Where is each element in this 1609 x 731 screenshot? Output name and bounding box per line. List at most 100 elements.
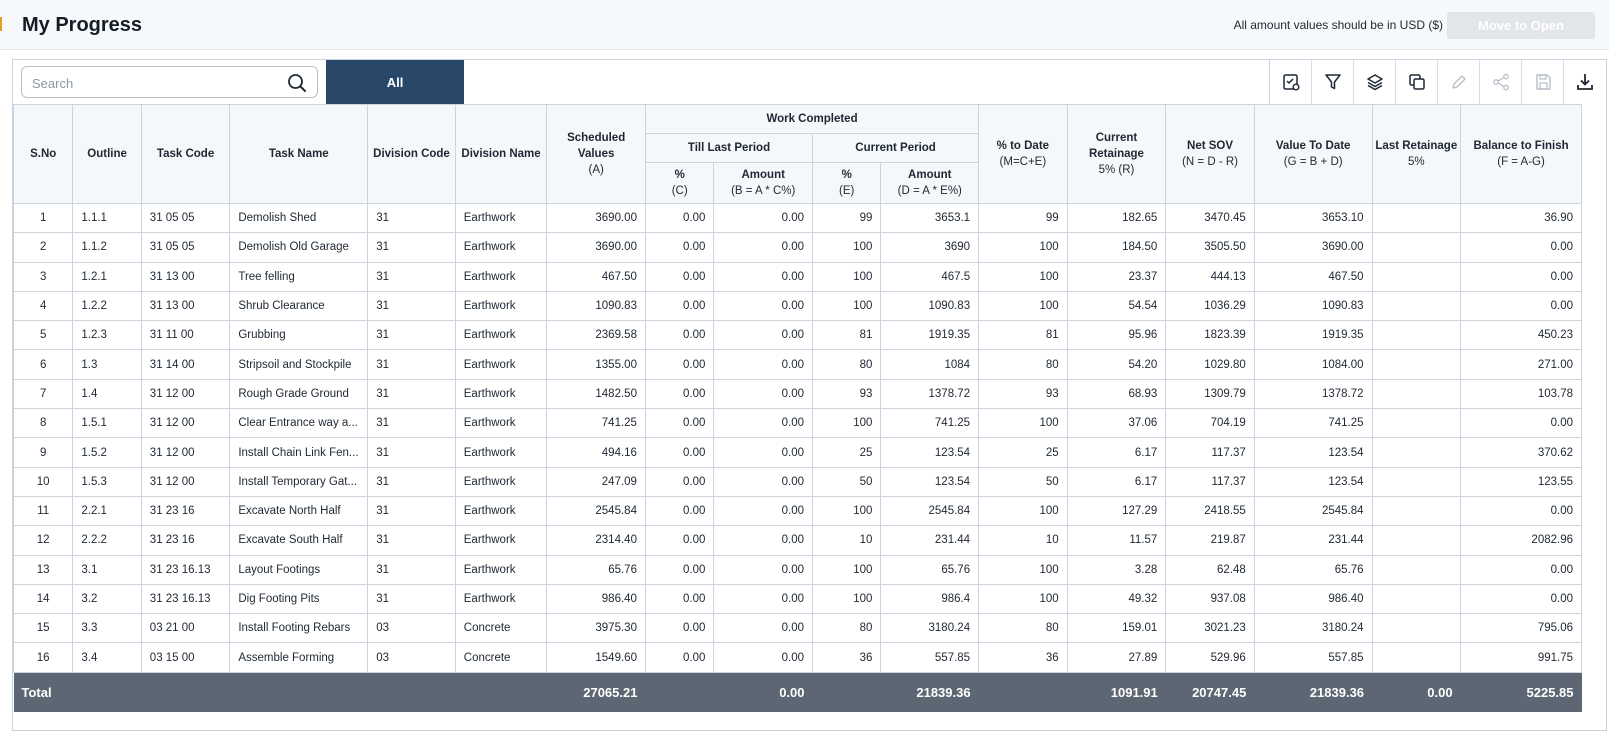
cell-tlp-pct[interactable]: 0.00 [644, 290, 715, 322]
cell-tlp-amount[interactable]: 0.00 [713, 320, 814, 351]
cell-cp-pct[interactable]: 100 [812, 290, 882, 322]
col-tlp-pct[interactable]: % (C) [644, 162, 715, 204]
col-cp-pct[interactable]: % (E) [812, 162, 882, 204]
search-icon[interactable] [287, 73, 307, 93]
edit-button[interactable] [1438, 60, 1480, 104]
cell-cp-pct[interactable]: 100 [812, 495, 882, 527]
table-row[interactable]: 2 1.1.2 31 05 05 Demolish Old Garage 31 Earth… [12, 232, 1582, 263]
cell-cp-pct[interactable]: 100 [812, 232, 882, 263]
cell-tlp-amount[interactable]: 0.00 [713, 437, 814, 468]
cell-cp-pct[interactable]: 36 [812, 642, 882, 673]
table-row[interactable]: 16 3.4 03 15 00 Assemble Forming 03 Concrete 1… [12, 642, 1582, 673]
cell-tlp-pct[interactable]: 0.00 [644, 378, 715, 410]
table-row[interactable]: 4 1.2.2 31 13 00 Shrub Clearance 31 Earthwork… [12, 290, 1582, 322]
cell-tlp-pct[interactable]: 0.00 [644, 232, 715, 263]
cell-cp-pct[interactable]: 10 [812, 525, 882, 556]
cell-tlp-amount[interactable]: 0.00 [713, 290, 814, 322]
cell-tlp-amount[interactable]: 0.00 [713, 525, 814, 556]
share-button[interactable] [1480, 60, 1522, 104]
cell-cp-pct[interactable]: 93 [812, 378, 882, 410]
table-row[interactable]: 7 1.4 31 12 00 Rough Grade Ground 31 Earthwor… [12, 378, 1582, 410]
table-row[interactable]: 11 2.2.1 31 23 16 Excavate North Half 31 Eart… [12, 495, 1582, 527]
col-value-to-date[interactable]: Value To Date (G = B + D) [1253, 104, 1373, 204]
cell-cp-pct[interactable]: 80 [812, 613, 882, 644]
cell-cp-pct[interactable]: 80 [812, 349, 882, 380]
download-button[interactable] [1564, 60, 1606, 104]
cell-tlp-amount[interactable]: 0.00 [713, 349, 814, 380]
cell-cp-amount[interactable]: 231.44 [880, 525, 980, 556]
col-scheduled-values[interactable]: Scheduled Values (A) [546, 104, 646, 204]
table-row[interactable]: 8 1.5.1 31 12 00 Clear Entrance way a... 31 E… [12, 408, 1582, 439]
cell-cp-amount[interactable]: 123.54 [880, 437, 980, 468]
move-to-open-button[interactable]: Move to Open [1447, 12, 1595, 39]
cell-tlp-amount[interactable]: 0.00 [713, 261, 814, 292]
col-current-retainage[interactable]: Current Retainage 5% (R) [1066, 104, 1167, 204]
col-division-name[interactable]: Division Name [454, 104, 548, 204]
cell-cp-amount[interactable]: 1919.35 [880, 320, 980, 351]
cell-cp-amount[interactable]: 2545.84 [880, 495, 980, 527]
cell-cp-amount[interactable]: 1378.72 [880, 378, 980, 410]
table-row[interactable]: 6 1.3 31 14 00 Stripsoil and Stockpile 31 Ear… [12, 349, 1582, 380]
cell-tlp-pct[interactable]: 0.00 [644, 437, 715, 468]
cell-cp-pct[interactable]: 99 [812, 202, 882, 234]
cell-cp-amount[interactable]: 3180.24 [880, 613, 980, 644]
cell-tlp-pct[interactable]: 0.00 [644, 202, 715, 234]
cell-cp-amount[interactable]: 741.25 [880, 408, 980, 439]
search-input[interactable] [32, 73, 272, 93]
table-row[interactable]: 5 1.2.3 31 11 00 Grubbing 31 Earthwork 2369.58… [12, 320, 1582, 351]
cell-cp-pct[interactable]: 50 [812, 466, 882, 497]
col-task-code[interactable]: Task Code [140, 104, 231, 204]
cell-tlp-amount[interactable]: 0.00 [713, 554, 814, 585]
cell-cp-amount[interactable]: 1084 [880, 349, 980, 380]
copy-button[interactable] [1396, 60, 1438, 104]
col-task-name[interactable]: Task Name [229, 104, 369, 204]
cell-tlp-amount[interactable]: 0.00 [713, 202, 814, 234]
tab-all[interactable]: All [326, 60, 464, 104]
table-row[interactable]: 13 3.1 31 23 16.13 Layout Footings 31 Earthwo… [12, 554, 1582, 585]
cell-tlp-pct[interactable]: 0.00 [644, 613, 715, 644]
col-sno[interactable]: S.No [12, 104, 74, 204]
col-pct-to-date[interactable]: % to Date (M=C+E) [978, 104, 1068, 204]
cell-tlp-amount[interactable]: 0.00 [713, 583, 814, 615]
table-row[interactable]: 14 3.2 31 23 16.13 Dig Footing Pits 31 Earthw… [12, 583, 1582, 615]
cell-cp-pct[interactable]: 100 [812, 408, 882, 439]
cell-tlp-pct[interactable]: 0.00 [644, 466, 715, 497]
cell-cp-amount[interactable]: 3690 [880, 232, 980, 263]
cell-tlp-pct[interactable]: 0.00 [644, 525, 715, 556]
cell-tlp-amount[interactable]: 0.00 [713, 495, 814, 527]
cell-cp-amount[interactable]: 3653.1 [880, 202, 980, 234]
cell-tlp-pct[interactable]: 0.00 [644, 320, 715, 351]
table-row[interactable]: 15 3.3 03 21 00 Install Footing Rebars 03 Con… [12, 613, 1582, 644]
cell-tlp-amount[interactable]: 0.00 [713, 232, 814, 263]
col-cp-amount[interactable]: Amount (D = A * E%) [880, 162, 980, 204]
cell-tlp-pct[interactable]: 0.00 [644, 642, 715, 673]
col-outline[interactable]: Outline [72, 104, 142, 204]
table-row[interactable]: 12 2.2.2 31 23 16 Excavate South Half 31 Eart… [12, 525, 1582, 556]
view-settings-button[interactable] [1270, 60, 1312, 104]
cell-tlp-amount[interactable]: 0.00 [713, 408, 814, 439]
col-net-sov[interactable]: Net SOV (N = D - R) [1165, 104, 1255, 204]
cell-cp-pct[interactable]: 25 [812, 437, 882, 468]
cell-tlp-pct[interactable]: 0.00 [644, 349, 715, 380]
col-division-code[interactable]: Division Code [367, 104, 456, 204]
table-row[interactable]: 10 1.5.3 31 12 00 Install Temporary Gat... 3… [12, 466, 1582, 497]
cell-tlp-amount[interactable]: 0.00 [713, 378, 814, 410]
cell-tlp-pct[interactable]: 0.00 [644, 408, 715, 439]
table-row[interactable]: 9 1.5.2 31 12 00 Install Chain Link Fen... 3… [12, 437, 1582, 468]
layers-button[interactable] [1354, 60, 1396, 104]
cell-tlp-pct[interactable]: 0.00 [644, 261, 715, 292]
cell-cp-amount[interactable]: 1090.83 [880, 290, 980, 322]
cell-tlp-amount[interactable]: 0.00 [713, 642, 814, 673]
cell-tlp-pct[interactable]: 0.00 [644, 495, 715, 527]
col-last-retainage[interactable]: Last Retainage 5% [1371, 104, 1462, 204]
cell-cp-amount[interactable]: 467.5 [880, 261, 980, 292]
cell-cp-pct[interactable]: 81 [812, 320, 882, 351]
save-button[interactable] [1522, 60, 1564, 104]
cell-tlp-amount[interactable]: 0.00 [713, 466, 814, 497]
col-balance-to-finish[interactable]: Balance to Finish (F = A-G) [1460, 104, 1582, 204]
cell-cp-amount[interactable]: 65.76 [880, 554, 980, 585]
cell-cp-pct[interactable]: 100 [812, 583, 882, 615]
cell-cp-amount[interactable]: 986.4 [880, 583, 980, 615]
table-row[interactable]: 3 1.2.1 31 13 00 Tree felling 31 Earthwork 467… [12, 261, 1582, 292]
col-tlp-amount[interactable]: Amount (B = A * C%) [713, 162, 814, 204]
